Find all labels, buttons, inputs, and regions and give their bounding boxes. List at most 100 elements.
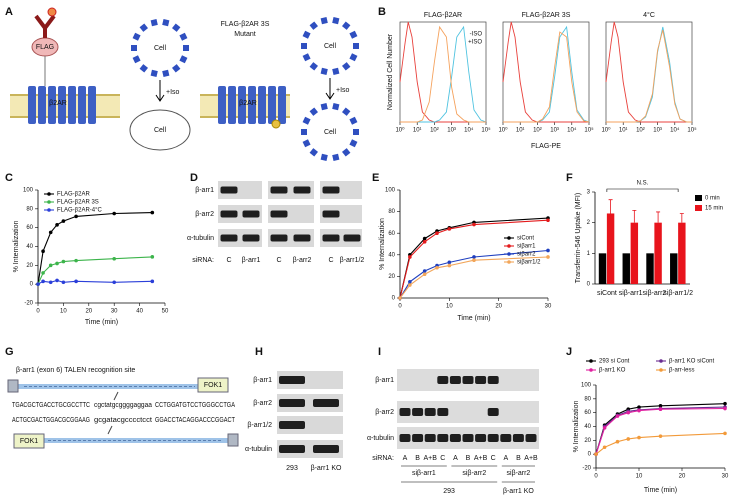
x-axis-label: Time (min) [457, 315, 490, 322]
blot-band [424, 434, 436, 442]
legend-label: β-arr1 KO siCont [669, 359, 714, 365]
lane-label: β-arr1/2 [340, 257, 365, 264]
receptor-icon [309, 21, 319, 30]
sequence: TGACGCTGACCTGCGCCTTC [12, 402, 90, 409]
receptor-icon [341, 21, 351, 30]
x-tick-label: 10¹ [619, 128, 628, 134]
receptor-icon [183, 45, 189, 51]
lane-label: B [415, 455, 420, 462]
x-tick-label: 10² [636, 128, 645, 134]
blot-panel [277, 440, 343, 458]
blot-panel [218, 229, 262, 247]
receptor-icon [171, 23, 181, 32]
y-tick-label: 2 [587, 220, 591, 226]
data-point [36, 282, 40, 286]
data-point [447, 227, 452, 231]
receptor-icon [162, 19, 170, 27]
lane-label: A+B [524, 455, 538, 462]
y-tick-label: 0 [587, 282, 591, 288]
data-point [626, 410, 631, 415]
label: FLAG-β2AR 3S [221, 21, 270, 28]
blot-band [279, 376, 305, 384]
y-tick-label: 100 [581, 383, 592, 389]
x-tick-label: 50 [162, 309, 169, 315]
data-point [594, 452, 598, 456]
data-point [472, 222, 476, 227]
blot-band [313, 445, 339, 453]
panel-label: D [190, 172, 198, 184]
fok-box [13, 433, 45, 449]
receptor-icon [171, 64, 181, 73]
y-tick-label: 20 [584, 438, 591, 444]
lane-label: A [503, 455, 508, 462]
series-line [502, 21, 589, 123]
legend-marker [507, 244, 511, 248]
helix [48, 86, 56, 124]
receptor-icon [179, 55, 188, 64]
x-tick-label: 0 [398, 304, 402, 310]
data-point [48, 280, 53, 285]
data-point [48, 263, 53, 268]
data-point [472, 258, 476, 263]
lane-label: C [276, 257, 281, 264]
blot-panel [218, 181, 262, 199]
blot-panel [277, 371, 343, 389]
cell-outline [129, 109, 191, 151]
row-label: α-tubulin [367, 435, 394, 442]
data-point [723, 406, 727, 411]
data-point [74, 214, 78, 219]
y-tick-label: -20 [24, 301, 33, 307]
lane-label: 293 [286, 465, 298, 472]
chart-title: 4°C [643, 11, 655, 19]
label: β2AR [49, 100, 67, 107]
label: β-arr1 (exon 6) TALEN recognition site [16, 367, 135, 374]
blot-band [487, 376, 499, 384]
x-tick-label: 10² [430, 128, 439, 134]
data-point [422, 240, 427, 244]
legend-marker [507, 236, 511, 240]
receptor-icon [353, 43, 359, 49]
data-point [41, 279, 45, 284]
x-tick-label: 30 [545, 304, 552, 310]
annotation: N.S. [637, 181, 649, 187]
receptor-icon [150, 19, 158, 27]
receptor-icon [332, 17, 340, 25]
legend-marker [47, 200, 51, 204]
x-tick-label: 10⁵ [687, 127, 697, 134]
row-label: β-arr2 [375, 409, 394, 416]
legend-marker [47, 208, 51, 212]
helix [248, 86, 256, 124]
x-tick-label: 10⁵ [481, 127, 491, 134]
label: FLAG [36, 44, 54, 51]
lane-label: β-arr2 [293, 257, 312, 264]
label: FOK1 [204, 382, 222, 389]
helix [258, 86, 266, 124]
x-axis-label: FLAG-PE [531, 143, 561, 150]
blot-band [279, 421, 305, 429]
lane-label: C [440, 455, 445, 462]
chart-title: FLAG-β2AR 3S [522, 12, 571, 19]
receptor-icon [332, 153, 340, 161]
legend-marker [589, 368, 593, 372]
bar [654, 222, 662, 284]
error-bar [656, 211, 661, 223]
bar [606, 213, 615, 284]
data-point [637, 435, 641, 440]
legend-label: siβarr1 [517, 244, 536, 250]
x-tick-label: 10⁵ [584, 127, 594, 134]
error-bar [632, 210, 637, 223]
panel-label: C [5, 172, 13, 184]
legend-label: FLAG-β2AR [57, 192, 90, 198]
data-point [472, 255, 476, 259]
cell-label: β-arr1 KO [503, 488, 534, 495]
y-tick-label: 40 [26, 244, 33, 250]
legend-swatch [695, 195, 702, 201]
series-line [595, 406, 726, 455]
blot-band [293, 186, 311, 194]
blot-band [220, 210, 238, 218]
y-tick-label: 20 [26, 263, 33, 269]
data-point [398, 296, 402, 300]
legend-label: 15 min [705, 206, 723, 212]
series-line [37, 212, 153, 285]
